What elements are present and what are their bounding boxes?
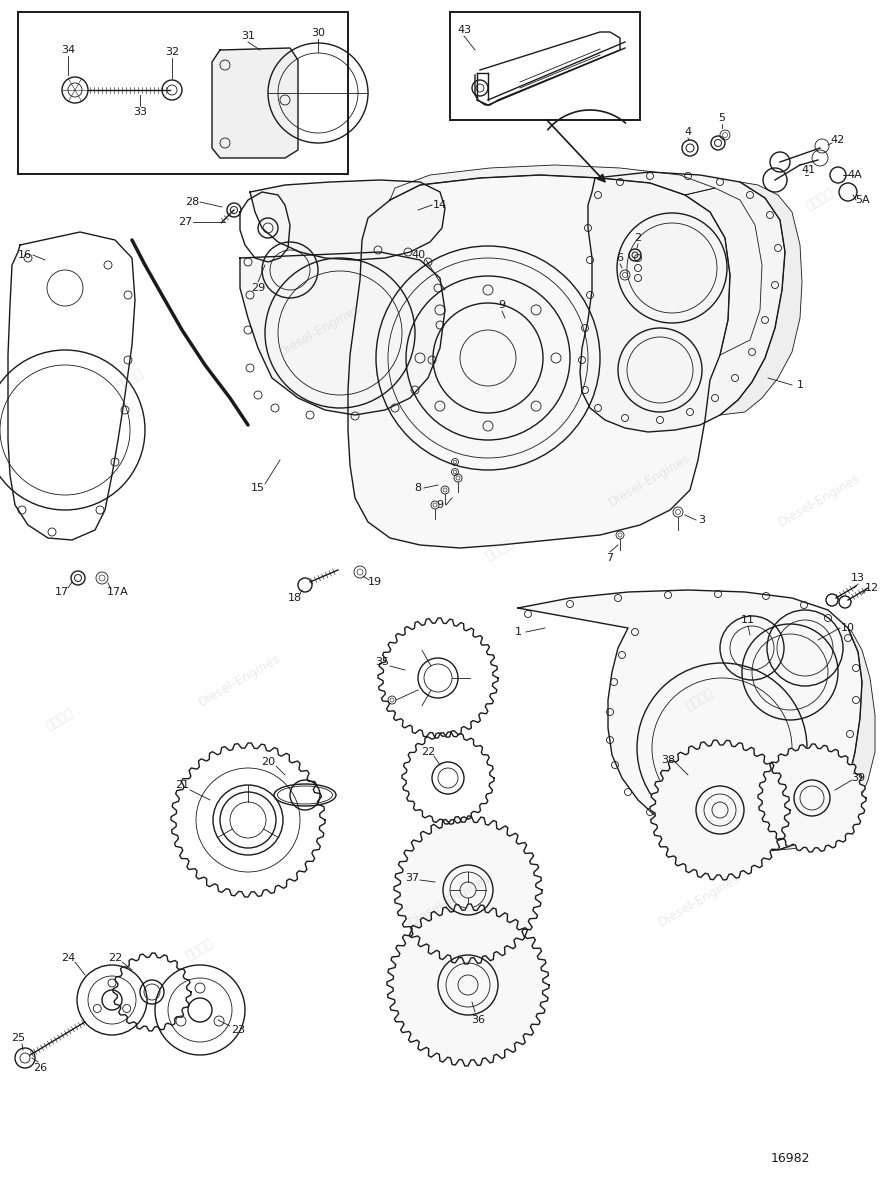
Polygon shape [650,741,790,880]
Text: 43: 43 [457,25,471,36]
Text: 9: 9 [436,500,443,510]
Text: 23: 23 [231,1025,245,1035]
Polygon shape [387,904,549,1066]
Text: 15: 15 [251,483,265,493]
Text: 41: 41 [801,165,815,175]
Text: 30: 30 [311,28,325,38]
Text: 34: 34 [61,45,75,55]
Polygon shape [685,188,762,356]
Text: 28: 28 [185,197,199,207]
Text: 31: 31 [241,31,255,41]
Text: 42: 42 [831,135,845,145]
Text: 4: 4 [684,127,692,137]
Text: 1: 1 [514,627,522,638]
Text: 13: 13 [851,574,865,583]
Text: 40: 40 [411,250,425,260]
Polygon shape [518,590,862,852]
Polygon shape [240,252,445,415]
Text: 4A: 4A [847,169,862,180]
Text: 7: 7 [606,553,613,563]
Text: 29: 29 [251,283,265,293]
Text: 16982: 16982 [770,1152,810,1165]
Text: 21: 21 [175,780,189,790]
Text: 16: 16 [18,250,32,260]
Bar [450,12,640,120]
Text: 18: 18 [288,592,302,603]
Text: 24: 24 [61,953,75,963]
Text: 22: 22 [421,747,435,757]
Text: 柴发动力: 柴发动力 [684,687,716,713]
Polygon shape [390,165,715,200]
Text: 5: 5 [718,113,725,123]
Polygon shape [720,182,802,415]
Text: 12: 12 [865,583,879,592]
Text: Diesel-Engines: Diesel-Engines [407,871,493,929]
Polygon shape [758,744,866,852]
Text: 柴发动力: 柴发动力 [44,707,77,734]
Text: 32: 32 [165,47,179,57]
Text: Diesel-Engines: Diesel-Engines [657,871,743,929]
Text: 37: 37 [405,873,419,883]
Text: 22: 22 [108,953,122,963]
Text: 20: 20 [261,757,275,767]
Text: 17: 17 [55,587,69,597]
Polygon shape [212,49,298,158]
Text: 柴发动力: 柴发动力 [183,937,216,963]
Text: 39: 39 [851,773,865,783]
Text: 14: 14 [433,200,447,210]
Text: Diesel-Engines: Diesel-Engines [197,652,283,709]
Polygon shape [580,172,785,433]
Text: 33: 33 [133,107,147,117]
Text: 17A: 17A [107,587,129,597]
Text: 2: 2 [635,233,642,243]
Polygon shape [348,175,730,547]
Polygon shape [394,816,542,965]
Text: 10: 10 [841,623,855,633]
Text: 8: 8 [415,483,422,493]
Bar [18,12,348,174]
Text: 9: 9 [498,300,506,310]
Text: 柴发动力: 柴发动力 [804,187,837,213]
Text: Diesel-Engines: Diesel-Engines [607,451,693,508]
Text: Diesel-Engines: Diesel-Engines [277,301,363,359]
Text: 35: 35 [375,656,389,667]
Polygon shape [778,628,875,850]
Text: 26: 26 [33,1063,47,1072]
Text: 柴发动力: 柴发动力 [114,367,146,393]
Text: 11: 11 [741,615,755,624]
Polygon shape [250,180,445,260]
Text: 38: 38 [661,755,675,766]
Text: Diesel-Engines: Diesel-Engines [777,472,863,529]
Text: 3: 3 [699,515,706,525]
Text: 19: 19 [368,577,382,587]
Text: 柴发动力: 柴发动力 [484,537,516,563]
Text: 27: 27 [178,217,192,228]
Text: 25: 25 [11,1033,25,1043]
Text: 36: 36 [471,1016,485,1025]
Text: 5A: 5A [854,196,870,205]
Text: 6: 6 [617,254,624,263]
Text: 1: 1 [797,380,804,390]
